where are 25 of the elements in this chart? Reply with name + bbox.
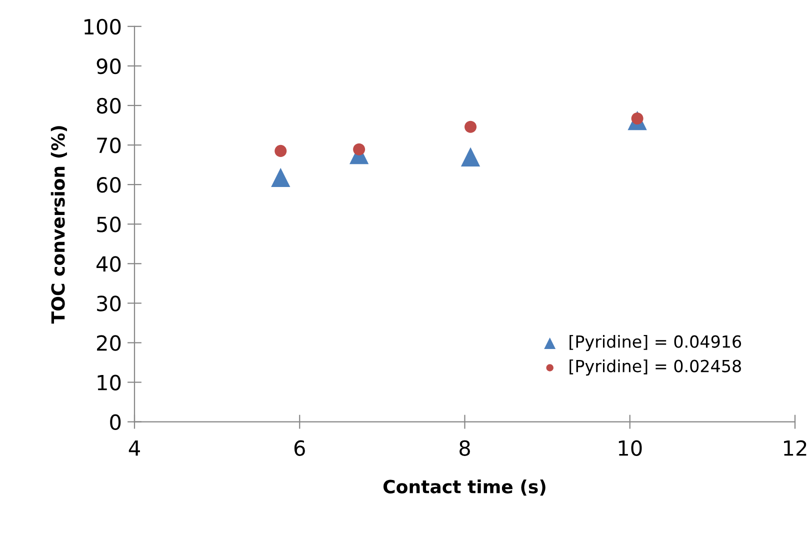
point [271, 168, 290, 188]
y-axis-title: TOC conversion (%) [50, 126, 67, 324]
x-tick-label: 10 [618, 440, 642, 456]
x-tick-label: 4 [128, 440, 140, 456]
y-tick-label: 20 [97, 335, 121, 351]
y-tick-label: 10 [98, 374, 121, 390]
y-tick-label: 90 [96, 58, 121, 74]
point [353, 143, 366, 156]
legend-label: [Pyridine] = 0.04916 [570, 335, 742, 352]
y-tick-label: 0 [110, 414, 121, 430]
y-tick-label: 50 [97, 216, 121, 232]
x-tick-label: 6 [294, 440, 305, 456]
y-tick-label: 70 [97, 137, 121, 154]
y-tick-label: 60 [96, 177, 121, 193]
x-tick-label: 8 [460, 440, 470, 456]
point [274, 144, 287, 157]
point [464, 120, 477, 133]
y-tick-label: 30 [97, 296, 121, 312]
legend-label: [Pyridine] = 0.02458 [570, 359, 741, 376]
y-tick-label: 40 [96, 256, 121, 272]
y-tick-label: 100 [84, 18, 121, 35]
point [460, 147, 480, 166]
y-tick-label: 80 [96, 98, 121, 114]
x-tick-label: 12 [784, 440, 806, 456]
x-axis-title: Contact time (s) [383, 479, 546, 496]
